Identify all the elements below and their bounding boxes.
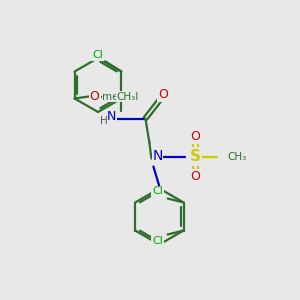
Text: H: H	[100, 116, 107, 127]
Text: O: O	[190, 130, 200, 143]
Text: Cl: Cl	[152, 187, 163, 196]
Text: N: N	[152, 149, 163, 164]
Text: O: O	[90, 90, 100, 103]
Text: CH₃: CH₃	[227, 152, 247, 161]
Text: methyl: methyl	[102, 92, 139, 101]
Text: Cl: Cl	[152, 236, 163, 247]
Text: O: O	[158, 88, 168, 101]
Text: S: S	[190, 149, 201, 164]
Text: N: N	[107, 110, 116, 123]
Text: Cl: Cl	[92, 50, 103, 61]
Text: O: O	[190, 170, 200, 183]
Text: CH₃: CH₃	[117, 92, 136, 101]
